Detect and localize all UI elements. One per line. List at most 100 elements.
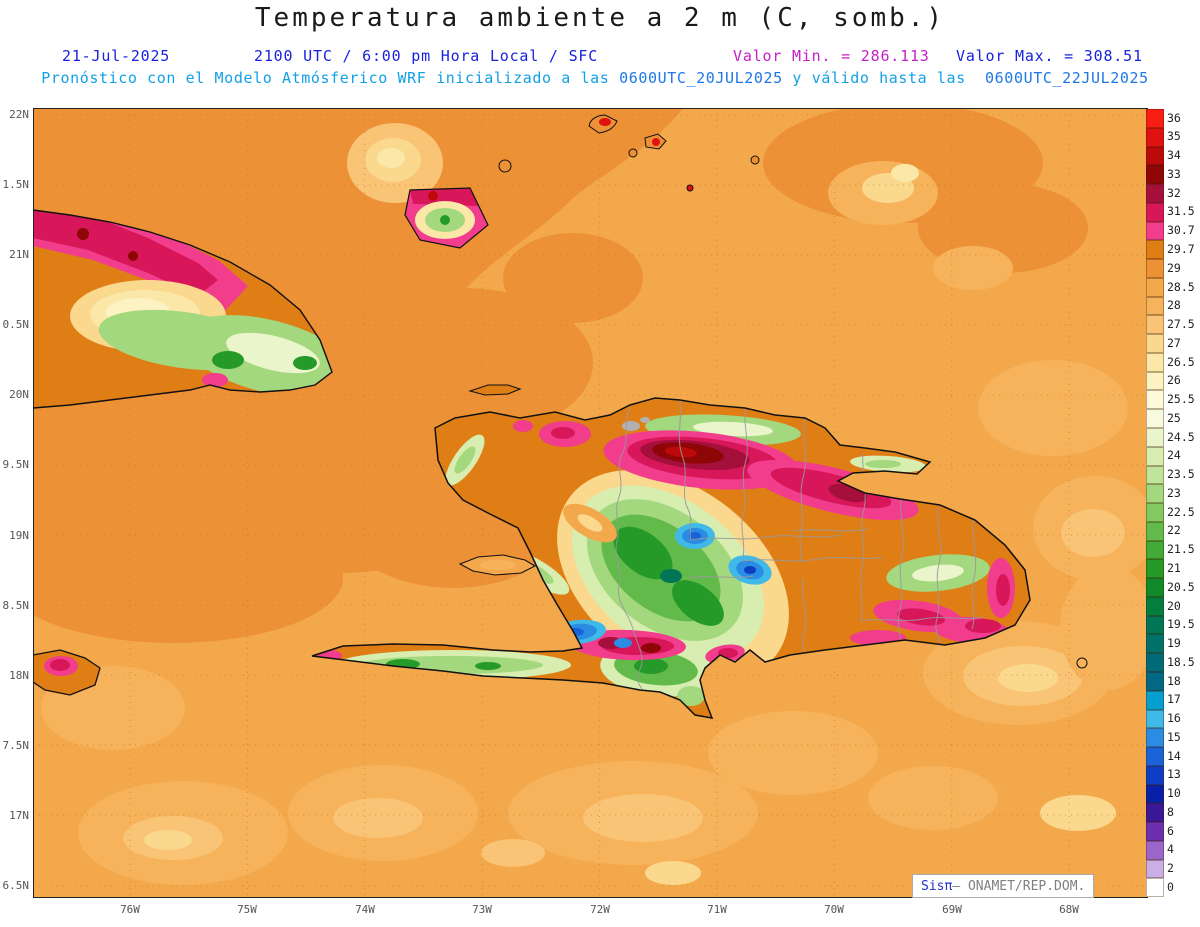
legend-entry: 30.7 <box>1146 221 1200 241</box>
legend-swatch <box>1146 352 1164 372</box>
legend-value: 34 <box>1167 148 1181 163</box>
legend-swatch <box>1146 315 1164 335</box>
legend-value: 15 <box>1167 729 1181 744</box>
little-inagua-island <box>498 159 512 173</box>
legend-value: 14 <box>1167 748 1181 763</box>
legend-entry: 35 <box>1146 127 1200 147</box>
legend-entry: 26 <box>1146 371 1200 391</box>
lat-tick-label: 0.5N <box>2 318 30 331</box>
legend-entry: 16 <box>1146 709 1200 729</box>
lat-tick-label: 18N <box>9 669 29 682</box>
legend-value: 28.5 <box>1167 279 1195 294</box>
tortue-island <box>468 384 522 396</box>
legend-swatch <box>1146 409 1164 429</box>
lat-tick-label: 6.5N <box>2 879 30 892</box>
legend-entry: 24.5 <box>1146 428 1200 447</box>
legend-entry: 25 <box>1146 409 1200 429</box>
legend-entry: 19.5 <box>1146 615 1200 635</box>
legend-swatch <box>1146 334 1164 353</box>
lon-tick-label: 68W <box>1059 903 1079 916</box>
jamaica-coastline <box>32 649 101 696</box>
legend-value: 26 <box>1167 373 1181 388</box>
lon-tick-label: 71W <box>707 903 727 916</box>
legend-swatch <box>1146 747 1164 766</box>
cuba-coastline <box>32 209 333 409</box>
lat-tick-label: 1.5N <box>2 178 30 191</box>
legend-value: 25.5 <box>1167 392 1195 407</box>
legend-swatch <box>1146 615 1164 635</box>
admin-borders <box>615 399 984 690</box>
legend-entry: 17 <box>1146 690 1200 710</box>
legend-swatch <box>1146 165 1164 185</box>
legend-swatch <box>1146 822 1164 841</box>
temperature-map <box>3 103 1157 898</box>
legend-swatch <box>1146 465 1164 485</box>
lat-tick-label: 8.5N <box>2 599 30 612</box>
legend-entry: 24 <box>1146 446 1200 466</box>
legend-value: 21 <box>1167 561 1181 575</box>
legend-swatch <box>1146 109 1164 128</box>
legend-swatch <box>1146 221 1164 241</box>
legend-entry: 21.5 <box>1146 540 1200 560</box>
legend-value: 2 <box>1167 861 1174 876</box>
legend-swatch <box>1146 559 1164 579</box>
legend-entry: 0 <box>1146 878 1200 898</box>
legend-value: 8 <box>1167 804 1174 819</box>
legend-swatch <box>1146 184 1164 203</box>
legend-value: 10 <box>1167 786 1181 801</box>
hispaniola-coastline <box>311 397 1031 719</box>
legend-swatch <box>1146 765 1164 785</box>
legend-swatch <box>1146 521 1164 541</box>
legend-entry: 23 <box>1146 484 1200 504</box>
legend-entry: 8 <box>1146 803 1200 823</box>
legend-swatch <box>1146 859 1164 879</box>
legend-entry: 22 <box>1146 521 1200 541</box>
forecast-line: Pronóstico con el Modelo Atmósferico WRF… <box>0 69 1190 87</box>
gonave-island <box>458 554 537 576</box>
map-area <box>3 103 1157 898</box>
lon-tick-label: 72W <box>590 903 610 916</box>
legend-value: 22.5 <box>1167 504 1195 519</box>
legend-value: 29.7 <box>1167 241 1195 256</box>
legend-swatch <box>1146 428 1164 447</box>
legend-entry: 23.5 <box>1146 465 1200 485</box>
legend-value: 19 <box>1167 636 1181 651</box>
legend-entry: 20.5 <box>1146 578 1200 597</box>
legend-swatch <box>1146 671 1164 691</box>
lat-tick-label: 21N <box>9 248 29 261</box>
forecast-init-time: 0600UTC_20JUL2025 <box>619 69 783 87</box>
legend-swatch <box>1146 446 1164 466</box>
legend-swatch <box>1146 878 1164 898</box>
forecast-prefix: Pronóstico con el Modelo Atmósferico WRF… <box>41 69 620 87</box>
legend-value: 23.5 <box>1167 467 1195 482</box>
legend-swatch <box>1146 653 1164 672</box>
legend: 36 35 34 33 32 31.5 30.7 29.7 29 28.5 28 27.5 27 26.5… <box>1146 109 1200 898</box>
legend-value: 31.5 <box>1167 204 1195 219</box>
lon-tick-label: 73W <box>472 903 492 916</box>
legend-swatch <box>1146 596 1164 616</box>
valid-time: 2100 UTC / 6:00 pm Hora Local / SFC <box>254 47 599 65</box>
legend-value: 20 <box>1167 598 1181 613</box>
legend-value: 23 <box>1167 485 1181 500</box>
legend-entry: 18.5 <box>1146 653 1200 672</box>
legend-value: 36 <box>1167 110 1181 125</box>
watermark: Sisπ – ONAMET/REP.DOM. <box>912 874 1095 898</box>
legend-value: 28 <box>1167 298 1181 313</box>
legend-entry: 22.5 <box>1146 503 1200 522</box>
legend-value: 0 <box>1167 880 1174 895</box>
legend-value: 27 <box>1167 335 1181 350</box>
legend-swatch <box>1146 503 1164 522</box>
legend-entry: 4 <box>1146 840 1200 860</box>
mona-island <box>1076 657 1088 669</box>
legend-entry: 29 <box>1146 259 1200 278</box>
legend-value: 35 <box>1167 129 1181 144</box>
legend-swatch <box>1146 540 1164 560</box>
lat-tick-label: 22N <box>9 108 29 121</box>
value-max: Valor Max. = 308.51 <box>956 47 1143 65</box>
legend-entry: 34 <box>1146 146 1200 166</box>
lon-tick-label: 70W <box>824 903 844 916</box>
legend-value: 20.5 <box>1167 579 1195 594</box>
lon-tick-label: 76W <box>120 903 140 916</box>
legend-value: 22 <box>1167 523 1181 538</box>
run-date: 21-Jul-2025 <box>62 47 171 65</box>
